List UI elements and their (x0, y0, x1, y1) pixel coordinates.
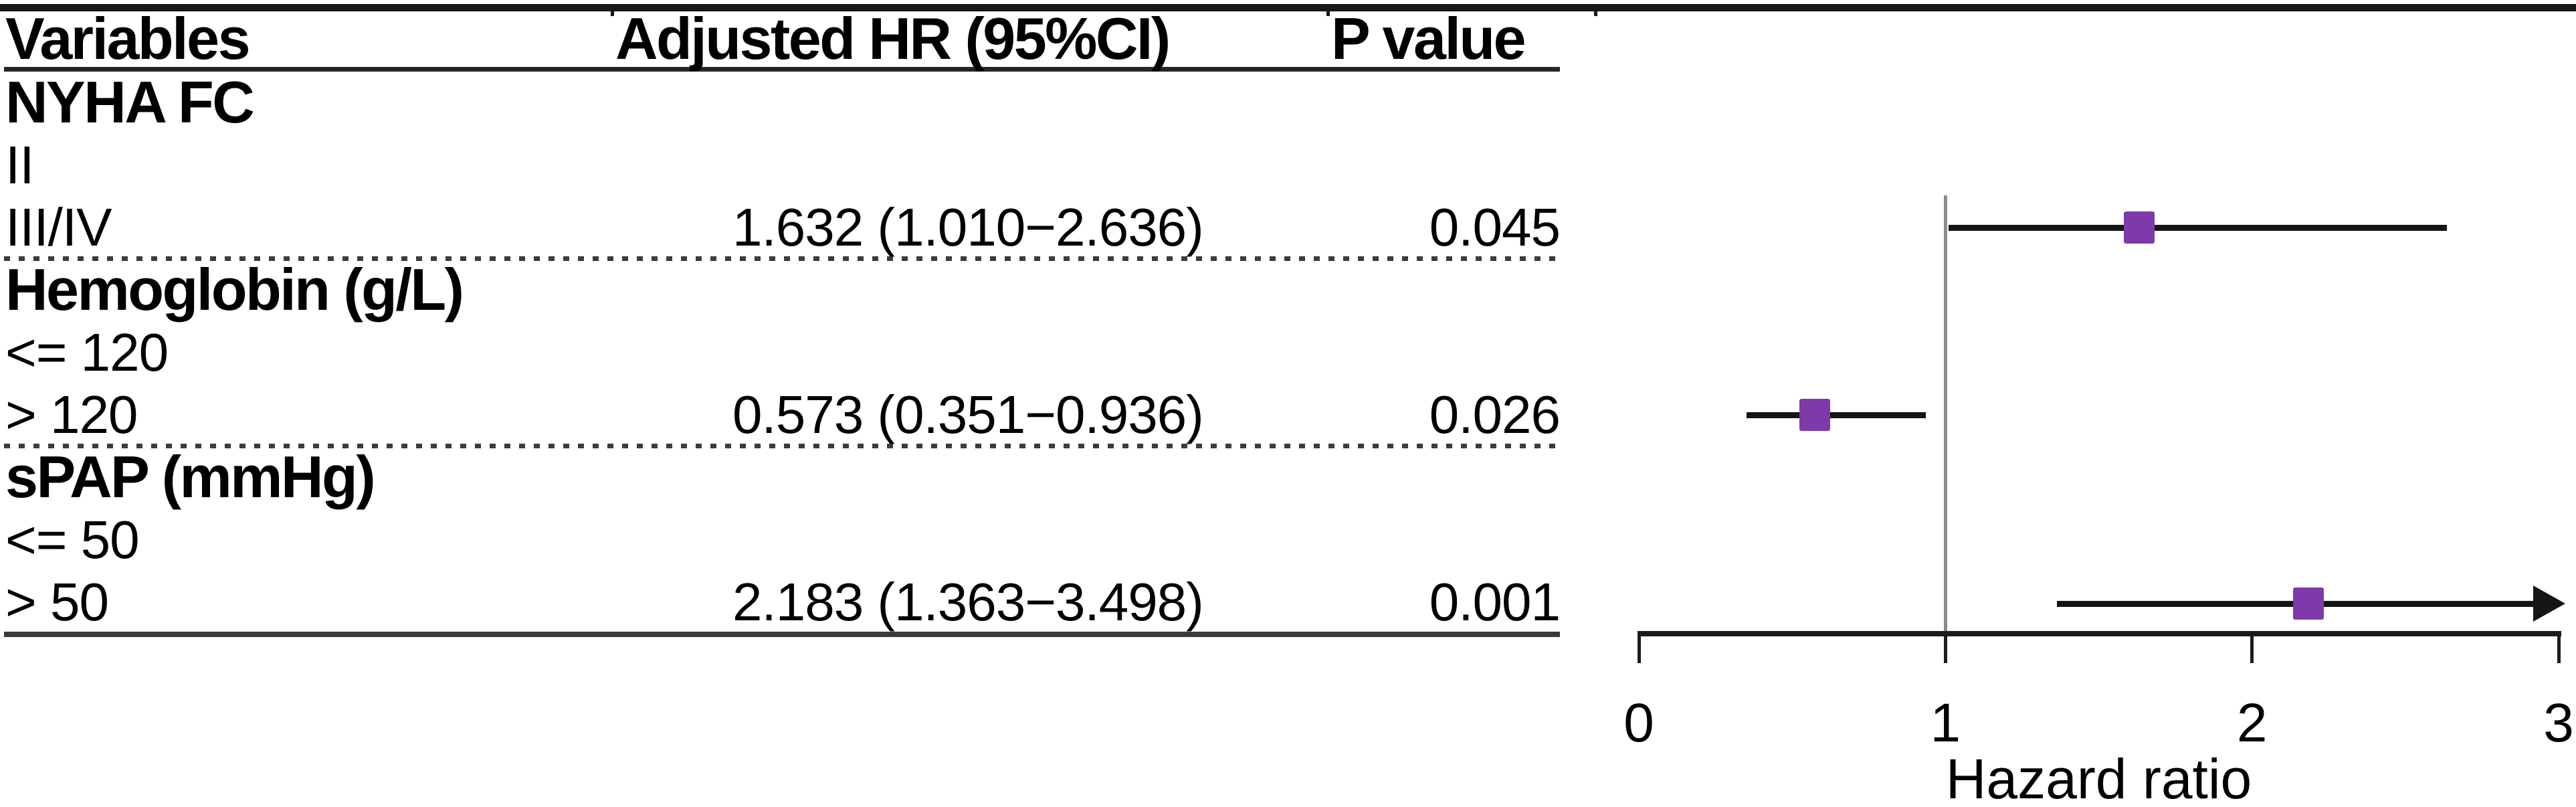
row-label-hgb-le-120: <= 120 (5, 323, 169, 382)
row-pvalue-hgb-gt-120: 0.026 (1429, 385, 1561, 444)
row-label-nyha-fc: NYHA FC (5, 69, 255, 135)
column-header-hr: Adjusted HR (95%CI) (615, 5, 1171, 72)
row-label-spap-gt-50: > 50 (5, 572, 109, 632)
column-header-pvalue: P value (1331, 5, 1526, 72)
group-separator-dotted (4, 256, 1560, 261)
row-label-hemoglobin: Hemoglobin (g/L) (5, 256, 464, 323)
row-pvalue-spap-gt-50: 0.001 (1429, 572, 1561, 632)
row-label-hgb-gt-120: > 120 (5, 385, 138, 444)
header-underline (4, 67, 1560, 72)
x-tick-label-3: 3 (2543, 693, 2574, 753)
row-pvalue-nyha-iii-iv: 0.045 (1429, 197, 1561, 257)
hr-marker-spap-gt-50 (2292, 588, 2324, 620)
x-axis-tick (1943, 631, 1947, 663)
ci-line-hgb-gt-120 (1746, 412, 1926, 418)
x-tick-label-1: 1 (1930, 693, 1961, 753)
ci-line-nyha-iii-iv (1948, 224, 2448, 231)
x-axis-tick (2250, 631, 2254, 663)
column-divider-tick (611, 4, 614, 16)
x-axis-line (1638, 631, 2561, 636)
table-bottom-rule (4, 632, 1560, 637)
x-tick-label-0: 0 (1623, 693, 1654, 753)
hr-marker-nyha-iii-iv (2124, 211, 2155, 244)
ci-right-arrow-icon (2533, 586, 2565, 622)
column-divider-tick (1594, 4, 1597, 16)
x-axis-title: Hazard ratio (1945, 747, 2252, 807)
x-axis-tick (1637, 631, 1641, 663)
group-separator-dotted (4, 444, 1560, 448)
x-tick-label-2: 2 (2236, 693, 2268, 753)
row-hr-hgb-gt-120: 0.573 (0.351−0.936) (732, 385, 1204, 444)
row-label-spap: sPAP (mmHg) (5, 444, 376, 510)
column-header-variables: Variables (5, 5, 251, 72)
column-divider-tick (1326, 4, 1330, 16)
reference-line-hr1 (1943, 195, 1947, 636)
row-hr-spap-gt-50: 2.183 (1.363−3.498) (732, 572, 1204, 632)
row-hr-nyha-iii-iv: 1.632 (1.010−2.636) (732, 197, 1204, 257)
table-top-rule (0, 4, 2576, 11)
row-label-nyha-iii-iv: III/IV (5, 197, 112, 257)
hr-marker-hgb-gt-120 (1799, 399, 1830, 431)
x-axis-tick (2557, 631, 2561, 663)
row-label-spap-le-50: <= 50 (5, 510, 140, 569)
row-label-nyha-ii: II (5, 135, 34, 195)
